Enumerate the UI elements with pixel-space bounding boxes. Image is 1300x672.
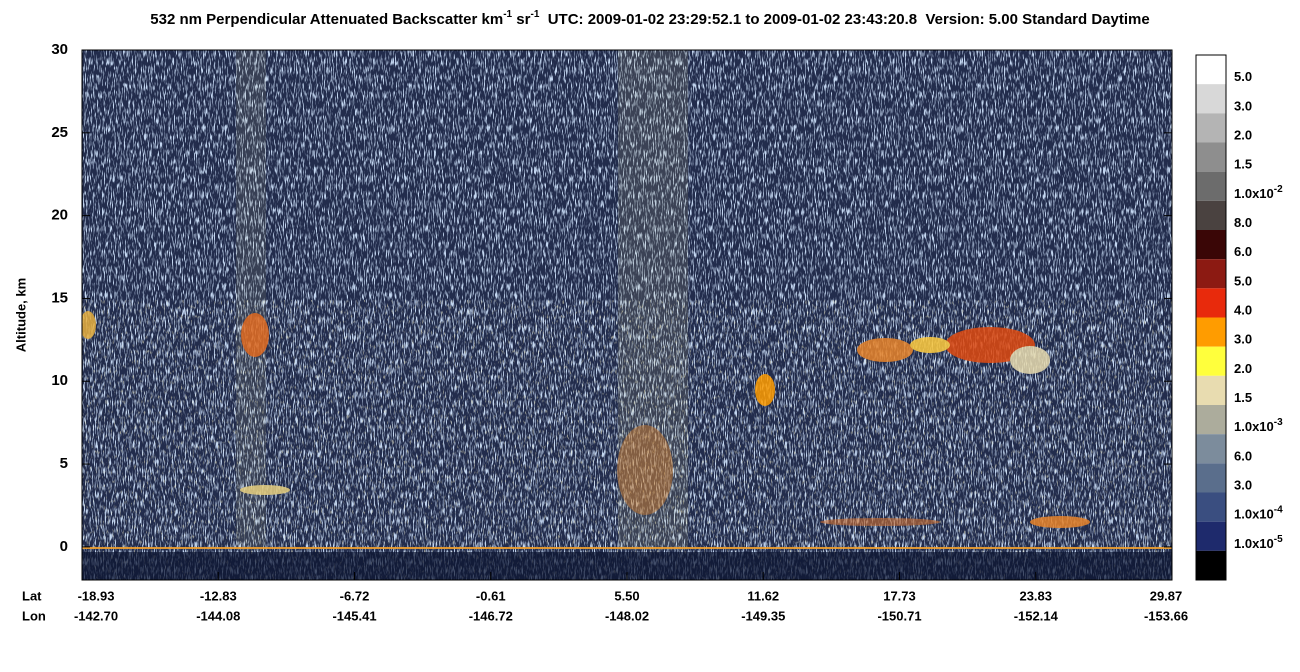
x-tick-label: -144.08 xyxy=(196,608,240,623)
colorbar-label: 2.0 xyxy=(1234,361,1252,376)
title-text: 532 nm Perpendicular Attenuated Backscat… xyxy=(150,11,503,28)
curtain-image xyxy=(82,50,1172,580)
colorbar-swatch xyxy=(1196,200,1226,230)
colorbar-label-text: 3.0 xyxy=(1234,99,1252,114)
x-tick-label: 17.73 xyxy=(883,588,916,603)
colorbar-label: 1.0x10-2 xyxy=(1234,183,1283,201)
colorbar-swatch xyxy=(1196,521,1226,551)
x-tick-label: 11.62 xyxy=(747,588,779,603)
x-tick-label: 5.50 xyxy=(614,588,639,603)
colorbar-swatch xyxy=(1196,142,1226,172)
colorbar-swatch xyxy=(1196,317,1226,347)
colorbar-swatch xyxy=(1196,259,1226,289)
title-text: sr xyxy=(512,11,531,28)
colorbar-label: 3.0 xyxy=(1234,332,1252,347)
colorbar-label-text: 6.0 xyxy=(1234,449,1252,464)
colorbar-label-sup: -5 xyxy=(1274,533,1283,544)
colorbar-label-text: 1.0x10 xyxy=(1234,420,1274,435)
colorbar-label: 1.0x10-4 xyxy=(1234,504,1283,522)
y-tick-label: 25 xyxy=(51,124,68,141)
x-row-label: Lat xyxy=(22,588,42,603)
x-tick-label: -18.93 xyxy=(78,588,115,603)
colorbar-label-text: 1.5 xyxy=(1234,157,1252,172)
colorbar-label-text: 2.0 xyxy=(1234,128,1252,143)
colorbar-label: 1.5 xyxy=(1234,390,1252,405)
x-tick-label: -149.35 xyxy=(741,608,785,623)
colorbar-label: 1.5 xyxy=(1234,157,1252,172)
x-tick-label: -6.72 xyxy=(340,588,370,603)
colorbar-label-sup: -2 xyxy=(1274,183,1283,194)
colorbar-swatch xyxy=(1196,550,1226,580)
colorbar-label-text: 1.0x10 xyxy=(1234,536,1274,551)
x-tick-label: -152.14 xyxy=(1014,608,1059,623)
y-tick-label: 0 xyxy=(60,538,68,555)
x-tick-label: -150.71 xyxy=(877,608,921,623)
y-axis-label: Altitude, km xyxy=(13,278,28,352)
y-tick-label: 15 xyxy=(51,289,68,306)
colorbar-swatch xyxy=(1196,84,1226,114)
colorbar-swatch xyxy=(1196,375,1226,405)
colorbar-label-text: 3.0 xyxy=(1234,478,1252,493)
noise-column xyxy=(236,50,266,550)
title-sup: -1 xyxy=(503,9,512,20)
colorbar-swatch xyxy=(1196,113,1226,143)
x-tick-label: -153.66 xyxy=(1144,608,1188,623)
colorbar-label: 1.0x10-5 xyxy=(1234,533,1283,551)
colorbar-label-text: 4.0 xyxy=(1234,303,1252,318)
colorbar-swatch xyxy=(1196,288,1226,318)
x-tick-label: 29.87 xyxy=(1150,588,1183,603)
colorbar-swatch xyxy=(1196,463,1226,493)
colorbar-label-text: 1.0x10 xyxy=(1234,186,1274,201)
colorbar: 5.03.02.01.51.0x10-28.06.05.04.03.02.01.… xyxy=(1195,54,1283,581)
title-text: UTC: 2009-01-02 23:29:52.1 to 2009-01-02… xyxy=(539,11,1149,28)
colorbar-label-sup: -3 xyxy=(1274,417,1283,428)
colorbar-swatch xyxy=(1196,405,1226,435)
x-tick-label: -148.02 xyxy=(605,608,649,623)
colorbar-swatch xyxy=(1196,171,1226,201)
colorbar-swatch xyxy=(1196,492,1226,522)
colorbar-label: 3.0 xyxy=(1234,99,1252,114)
colorbar-swatch xyxy=(1196,434,1226,464)
y-tick-label: 10 xyxy=(51,372,68,389)
x-tick-label: -146.72 xyxy=(469,608,513,623)
colorbar-label-text: 6.0 xyxy=(1234,245,1252,260)
y-tick-label: 5 xyxy=(60,455,68,472)
colorbar-label: 5.0 xyxy=(1234,274,1252,289)
colorbar-label-text: 3.0 xyxy=(1234,332,1252,347)
colorbar-label: 6.0 xyxy=(1234,245,1252,260)
x-tick-label: -12.83 xyxy=(200,588,237,603)
colorbar-label-text: 1.0x10 xyxy=(1234,507,1274,522)
colorbar-label: 6.0 xyxy=(1234,449,1252,464)
colorbar-label-sup: -4 xyxy=(1274,504,1283,515)
x-tick-label: 23.83 xyxy=(1019,588,1052,603)
y-tick-label: 30 xyxy=(51,41,68,58)
chart-title: 532 nm Perpendicular Attenuated Backscat… xyxy=(150,9,1149,28)
x-row-label: Lon xyxy=(22,608,46,623)
y-tick-label: 20 xyxy=(51,207,68,224)
x-axis: Lat Lon -18.93 -142.70 -12.83 -144.08 -6.72 -14… xyxy=(22,572,1188,623)
colorbar-label-text: 5.0 xyxy=(1234,274,1252,289)
colorbar-label-text: 2.0 xyxy=(1234,361,1252,376)
x-tick-label: -142.70 xyxy=(74,608,118,623)
colorbar-label-text: 5.0 xyxy=(1234,70,1252,85)
cloud-features xyxy=(82,311,1090,528)
y-axis: 0 5 10 15 20 25 30 xyxy=(51,41,1172,555)
colorbar-frame xyxy=(1195,54,1227,581)
colorbar-swatch xyxy=(1196,55,1226,85)
colorbar-label-text: 1.5 xyxy=(1234,390,1252,405)
x-tick-label: -0.61 xyxy=(476,588,506,603)
colorbar-label: 1.0x10-3 xyxy=(1234,417,1283,435)
colorbar-swatch xyxy=(1196,230,1226,260)
colorbar-label-text: 8.0 xyxy=(1234,215,1252,230)
x-tick-label: -145.41 xyxy=(332,608,376,623)
colorbar-swatch xyxy=(1196,346,1226,376)
colorbar-label: 8.0 xyxy=(1234,215,1252,230)
title-sup: -1 xyxy=(530,9,539,20)
colorbar-label: 3.0 xyxy=(1234,478,1252,493)
colorbar-label: 2.0 xyxy=(1234,128,1252,143)
colorbar-label: 5.0 xyxy=(1234,70,1252,85)
colorbar-label: 4.0 xyxy=(1234,303,1252,318)
